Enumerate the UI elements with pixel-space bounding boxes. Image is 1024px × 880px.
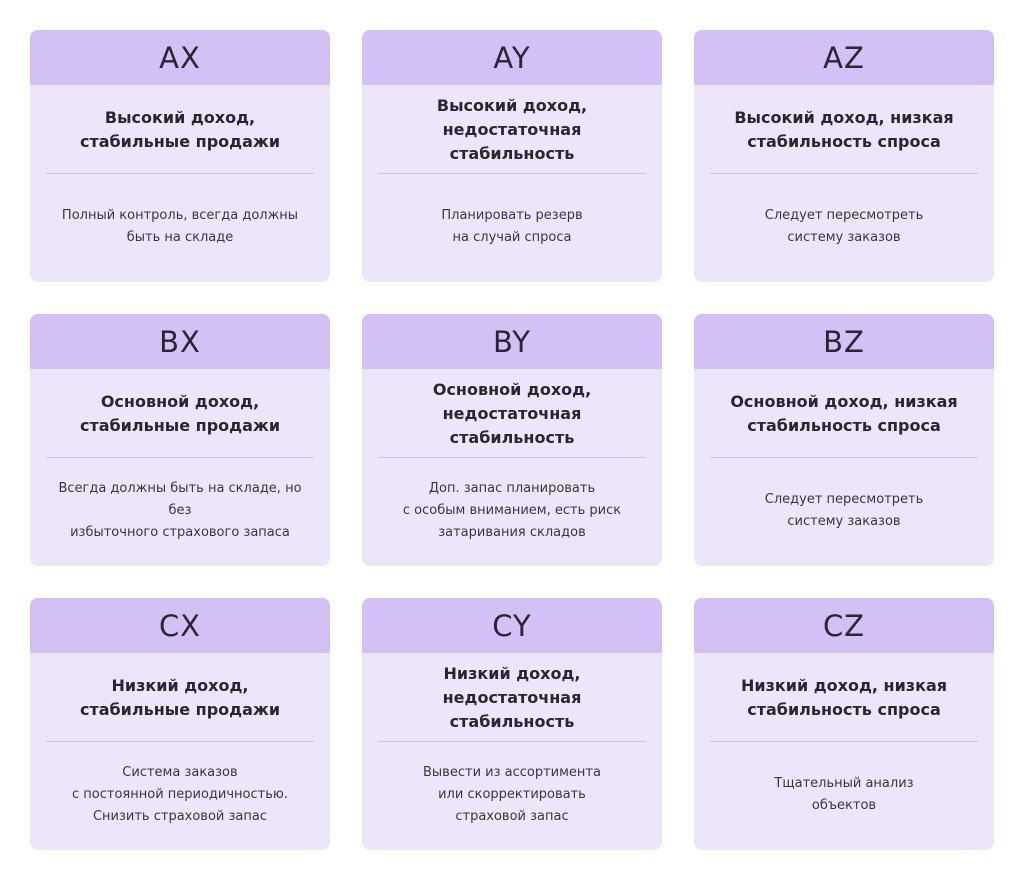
card-body: Высокий доход, стабильные продажи Полный… [30,85,330,282]
card-code: CY [362,598,662,653]
card-description: Планировать резерв на случай спроса [441,208,583,245]
card-code: BZ [694,314,994,369]
card-description: Система заказов с постоянной периодичнос… [72,765,288,824]
card-description: Вывести из ассортимента или скорректиров… [423,765,601,824]
card-description: Следует пересмотреть систему заказов [764,208,924,245]
card-title: Низкий доход, недостаточная стабильность [378,653,646,742]
card-code: BX [30,314,330,369]
card-bz: BZ Основной доход, низкая стабильность с… [694,314,994,566]
card-code: BY [362,314,662,369]
card-code: AZ [694,30,994,85]
card-body: Низкий доход, недостаточная стабильность… [362,653,662,850]
card-title: Низкий доход, стабильные продажи [46,653,314,742]
card-by: BY Основной доход, недостаточная стабиль… [362,314,662,566]
card-body: Низкий доход, низкая стабильность спроса… [694,653,994,850]
card-description: Доп. запас планировать с особым внимание… [402,481,622,540]
card-title: Низкий доход, низкая стабильность спроса [710,653,978,742]
card-code: AX [30,30,330,85]
card-title: Высокий доход, стабильные продажи [46,85,314,174]
card-code: CZ [694,598,994,653]
card-body: Основной доход, низкая стабильность спро… [694,369,994,566]
card-body: Высокий доход, низкая стабильность спрос… [694,85,994,282]
card-cy: CY Низкий доход, недостаточная стабильно… [362,598,662,850]
card-body: Высокий доход, недостаточная стабильност… [362,85,662,282]
card-title: Основной доход, низкая стабильность спро… [710,369,978,458]
abc-xyz-matrix: AX Высокий доход, стабильные продажи Пол… [30,30,994,850]
card-body: Основной доход, недостаточная стабильнос… [362,369,662,566]
card-description: Полный контроль, всегда должны быть на с… [61,208,299,245]
card-description: Следует пересмотреть систему заказов [764,492,924,529]
card-body: Основной доход, стабильные продажи Всегд… [30,369,330,566]
card-description: Тщательный анализ объектов [774,776,914,813]
card-ax: AX Высокий доход, стабильные продажи Пол… [30,30,330,282]
card-ay: AY Высокий доход, недостаточная стабильн… [362,30,662,282]
card-az: AZ Высокий доход, низкая стабильность сп… [694,30,994,282]
card-title: Основной доход, недостаточная стабильнос… [378,369,646,458]
card-code: AY [362,30,662,85]
card-title: Высокий доход, недостаточная стабильност… [378,85,646,174]
card-cx: CX Низкий доход, стабильные продажи Сист… [30,598,330,850]
card-bx: BX Основной доход, стабильные продажи Вс… [30,314,330,566]
card-cz: CZ Низкий доход, низкая стабильность спр… [694,598,994,850]
card-title: Высокий доход, низкая стабильность спрос… [710,85,978,174]
card-code: CX [30,598,330,653]
card-description: Всегда должны быть на складе, но без изб… [58,481,302,540]
card-title: Основной доход, стабильные продажи [46,369,314,458]
card-body: Низкий доход, стабильные продажи Система… [30,653,330,850]
